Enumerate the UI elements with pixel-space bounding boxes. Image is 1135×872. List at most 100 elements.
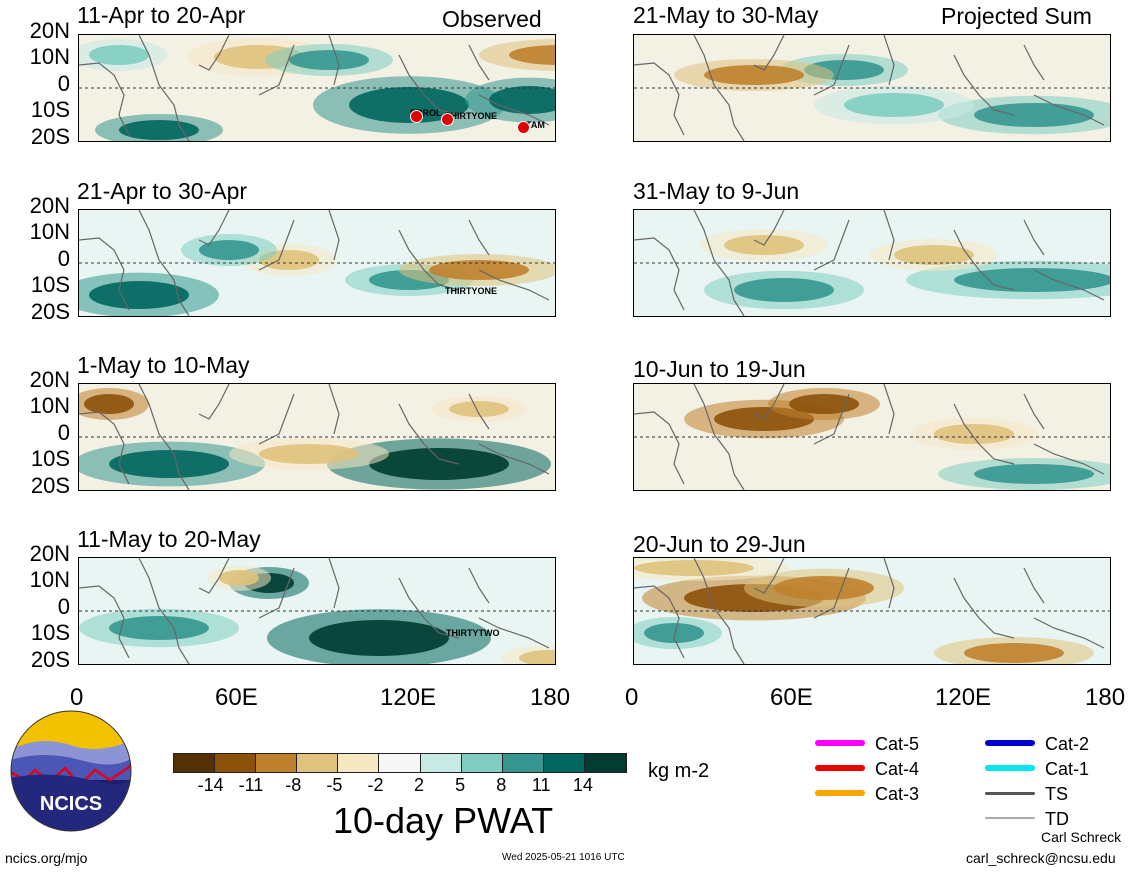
- lat-label: 20S: [30, 473, 70, 498]
- panel-title-obs-1: 11-Apr to 20-Apr: [77, 2, 246, 28]
- anomaly-region: [974, 103, 1094, 127]
- colorbar-cell: [379, 754, 421, 772]
- colorbar-cell: [338, 754, 380, 772]
- lat-label: 0: [57, 246, 70, 271]
- legend-label: Cat-1: [1045, 759, 1090, 779]
- lon-label-right-0: 0: [625, 684, 639, 711]
- panel-title-proj-2: 31-May to 9-Jun: [633, 178, 800, 204]
- panel-title-obs-4: 11-May to 20-May: [77, 526, 261, 552]
- colorbar-cell: [297, 754, 339, 772]
- anomaly-region: [89, 281, 189, 309]
- lat-label: 10N: [29, 44, 70, 69]
- legend-label: Cat-5: [875, 734, 920, 754]
- coastline: [634, 35, 1105, 141]
- anomaly-region: [109, 450, 229, 478]
- ncics-logo: NCICS: [10, 710, 132, 832]
- footer-url[interactable]: ncics.org/mjo: [5, 850, 88, 866]
- panel-title-obs-2: 21-Apr to 30-Apr: [77, 178, 248, 204]
- legend-label: Cat-3: [875, 784, 920, 804]
- lon-label-right-60e: 60E: [770, 684, 813, 711]
- coastline: [79, 558, 550, 664]
- lat-label: 20N: [29, 541, 70, 566]
- colorbar-cell: [543, 754, 585, 772]
- legend-line: [985, 817, 1035, 819]
- anomaly-region: [89, 45, 149, 65]
- anomaly-region: [84, 394, 134, 414]
- anomaly-region: [774, 576, 874, 600]
- colorbar-cell: [502, 754, 544, 772]
- lat-label: 0: [57, 71, 70, 96]
- anomaly-region: [289, 50, 369, 70]
- panel-title-proj-3: 10-Jun to 19-Jun: [633, 356, 806, 382]
- anomaly-region: [844, 93, 944, 117]
- panel-title-proj-4: 20-Jun to 29-Jun: [633, 531, 806, 557]
- storm-marker-tam: [517, 121, 530, 134]
- anomaly-region: [964, 643, 1064, 663]
- lon-label-left-60e: 60E: [215, 684, 258, 711]
- observed-label: Observed: [442, 6, 542, 32]
- colorbar-tick-label: 14: [572, 775, 593, 795]
- legend-label: Cat-2: [1045, 734, 1090, 754]
- map-panel-obs-4: [78, 557, 556, 665]
- lat-label: 10N: [29, 567, 70, 592]
- coastline: [634, 210, 1105, 316]
- colorbar-cell: [174, 754, 216, 772]
- colorbar-tick-label: -8: [285, 775, 302, 795]
- colorbar-cell: [215, 754, 257, 772]
- colorbar-title: 10-day PWAT: [333, 800, 554, 841]
- lat-label: 10S: [30, 446, 70, 471]
- colorbar-tick-label: 2: [414, 775, 425, 795]
- storm-label-thirtytwo: THIRTYTWO: [446, 628, 500, 638]
- legend-line: [815, 790, 865, 796]
- logo-text: NCICS: [40, 793, 102, 815]
- lat-label: 10N: [29, 393, 70, 418]
- lat-label: 0: [57, 594, 70, 619]
- legend-label: TS: [1045, 784, 1069, 804]
- colorbar-cell: [420, 754, 462, 772]
- anomaly-region: [509, 45, 555, 65]
- lat-label: 10S: [30, 97, 70, 122]
- footer-author: Carl Schreck: [1041, 829, 1122, 845]
- anomaly-region: [349, 87, 469, 123]
- anomaly-region: [219, 570, 259, 586]
- anomaly-region: [199, 240, 259, 260]
- storm-label-tam: TAM: [526, 120, 545, 130]
- legend-label: Cat-4: [875, 759, 920, 779]
- anomaly-region: [644, 623, 704, 643]
- anomaly-region: [974, 464, 1094, 484]
- lat-label: 20S: [30, 299, 70, 324]
- lat-label: 10S: [30, 620, 70, 645]
- legend-line: [985, 792, 1035, 795]
- map-panel-obs-3: [78, 383, 556, 491]
- anomaly-region: [954, 268, 1110, 292]
- legend-label: TD: [1045, 809, 1069, 829]
- coastline: [79, 35, 550, 141]
- footer-email[interactable]: carl_schreck@ncsu.edu: [966, 850, 1116, 866]
- colorbar-cell: [584, 754, 626, 772]
- legend-line: [815, 765, 865, 771]
- anomaly-region: [449, 401, 509, 417]
- lat-label: 20N: [29, 367, 70, 392]
- coastline: [79, 210, 550, 316]
- anomaly-region: [894, 245, 974, 265]
- coastline: [634, 384, 1105, 490]
- anomaly-region: [934, 424, 1014, 444]
- storm-marker-errol: [410, 110, 423, 123]
- map-panel-proj-2: [633, 209, 1111, 317]
- anomaly-region: [704, 65, 804, 85]
- anomaly-region: [634, 560, 754, 576]
- lat-label: 20N: [29, 193, 70, 218]
- colorbar-tick-label: 8: [496, 775, 507, 795]
- colorbar-tick-label: 5: [455, 775, 466, 795]
- lon-label-left-120e: 120E: [380, 684, 437, 711]
- lat-label: 20N: [29, 18, 70, 43]
- coastline: [634, 558, 1105, 664]
- map-panel-obs-1: [78, 34, 556, 142]
- legend-line: [815, 740, 865, 746]
- legend-line: [985, 740, 1035, 746]
- colorbar-tick-label: -5: [326, 775, 343, 795]
- storm-label-errol: ERROL: [410, 108, 442, 118]
- anomaly-region: [369, 448, 509, 480]
- panel-title-proj-1: 21-May to 30-May: [633, 2, 819, 28]
- lon-label-right-120e: 120E: [935, 684, 992, 711]
